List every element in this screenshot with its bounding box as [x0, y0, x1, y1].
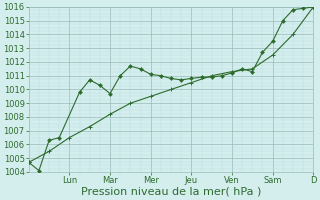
X-axis label: Pression niveau de la mer( hPa ): Pression niveau de la mer( hPa )	[81, 187, 261, 197]
